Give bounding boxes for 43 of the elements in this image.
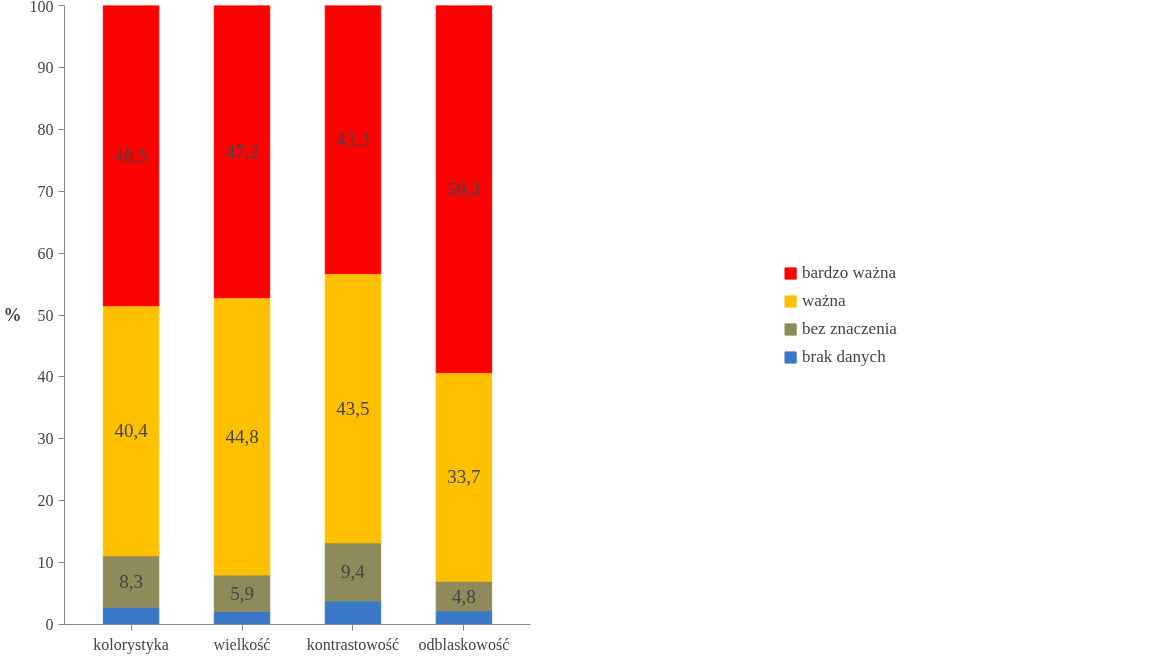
y-tick-label: 0 [45,616,54,633]
bar [102,305,160,557]
y-tick-label: 90 [37,58,54,76]
legend-label: brak danych [802,346,886,367]
data-label: 33,7 [447,466,481,488]
y-tick-label: 10 [37,554,54,572]
x-tick-label: odblaskowość [418,635,510,653]
data-label: 5,9 [230,582,254,604]
y-tick-label: 70 [37,182,54,200]
y-tick-label: 60 [37,244,54,262]
legend-label: ważna [802,290,846,311]
data-label: 44,8 [225,425,259,447]
y-tick-label: 30 [37,430,54,448]
bar [435,372,493,582]
data-label: 8,3 [119,570,143,592]
x-tick-label: kontrastowość [306,635,400,653]
y-tick-label: 100 [29,0,54,15]
data-label: 43,5 [336,397,370,419]
y-tick-label: 80 [37,120,54,138]
legend-label: bardzo ważna [802,262,896,283]
bar [324,600,382,625]
bar [102,555,160,608]
data-label: 40,4 [114,420,149,442]
data-label: 9,4 [341,561,366,583]
data-label: 59,3 [447,178,481,200]
bar [324,273,382,544]
data-label: 48,5 [114,145,148,167]
data-label: 43,3 [336,129,370,151]
bar [102,5,160,307]
bar [324,5,382,275]
x-tick-label: kolorystyka [93,635,169,654]
bar [213,297,271,576]
legend-label: bez znaczenia [802,318,897,339]
y-axis-title: % [3,305,22,325]
data-label: 47,2 [225,141,259,163]
bar [435,5,493,374]
bar [324,542,382,602]
bar [213,5,271,299]
y-tick-label: 50 [37,306,54,324]
x-tick-label: wielkość [213,635,271,653]
y-tick-label: 40 [37,368,54,386]
y-tick-label: 20 [37,492,54,510]
data-label: 4,8 [452,585,476,607]
